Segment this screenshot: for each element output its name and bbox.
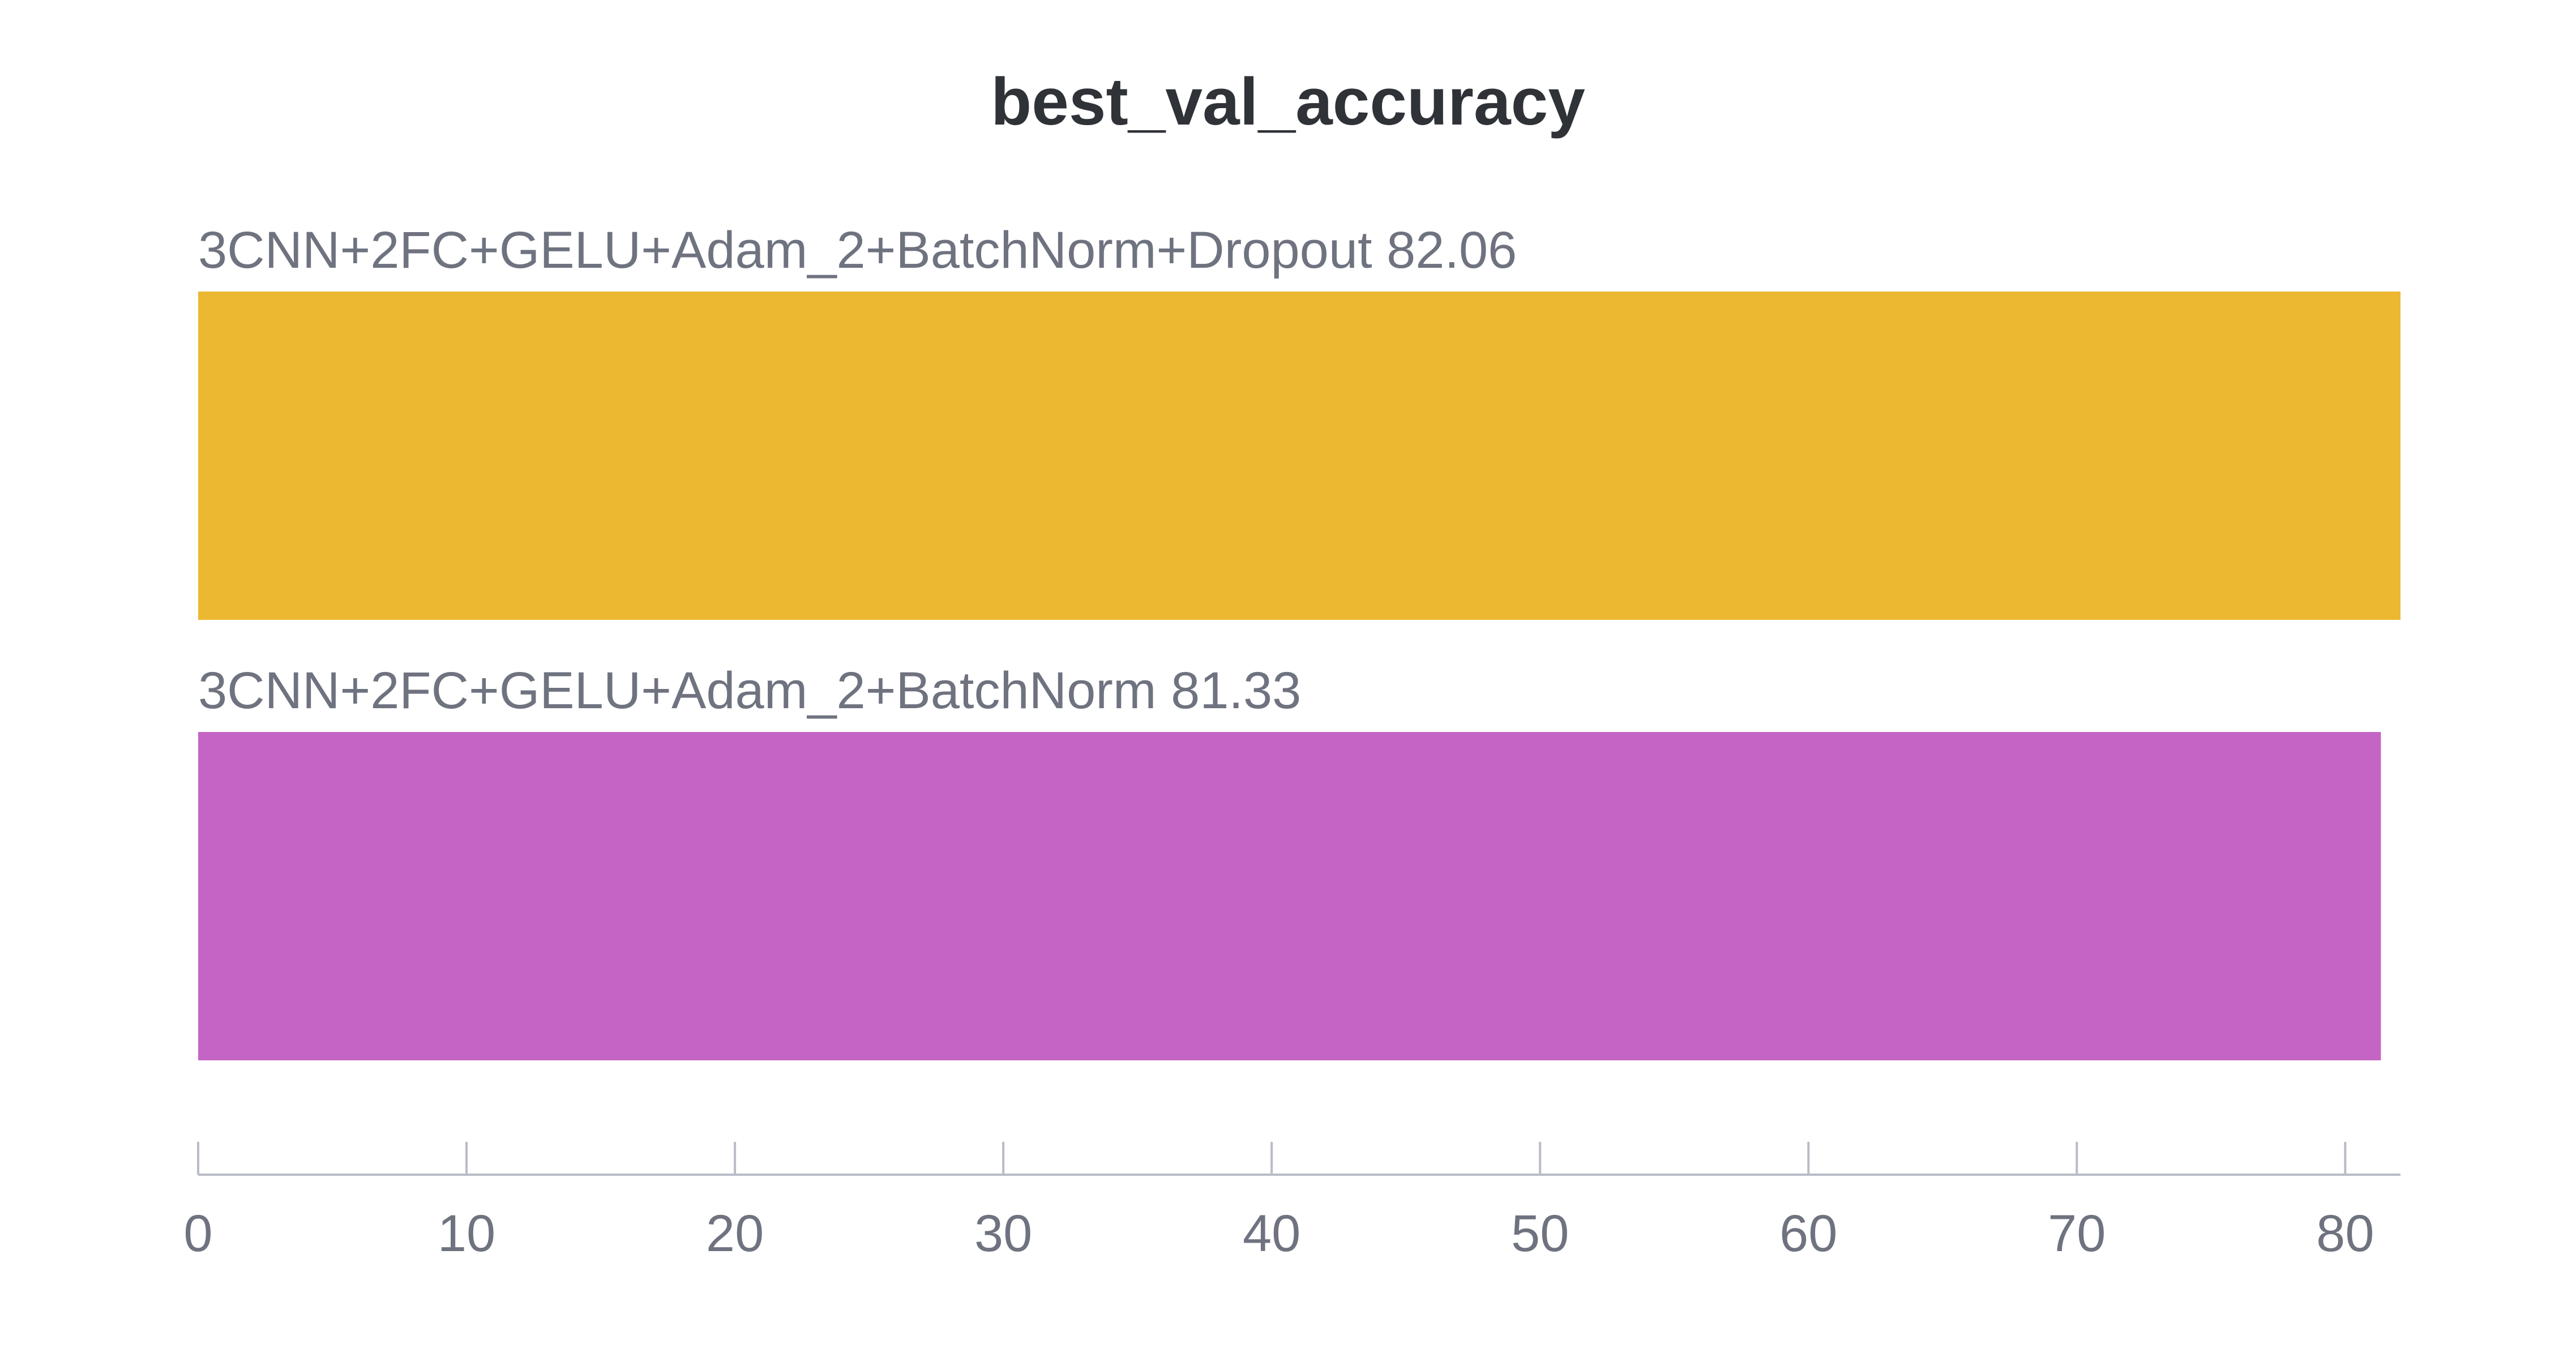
x-axis-tick-label: 10 <box>438 1205 495 1262</box>
x-axis-tick-label: 60 <box>1779 1205 1837 1262</box>
x-axis-tick-label: 80 <box>2316 1205 2374 1262</box>
x-axis-tick-label: 0 <box>183 1205 212 1262</box>
x-axis-tick-label: 40 <box>1243 1205 1300 1262</box>
x-axis-tick-label: 20 <box>706 1205 764 1262</box>
chart-title: best_val_accuracy <box>991 65 1585 139</box>
x-axis: 0 10 20 30 40 50 60 70 80 <box>183 1142 2400 1262</box>
bars-group: 3CNN+2FC+GELU+Adam_2+BatchNorm+Dropout 8… <box>198 221 2400 1060</box>
bar-label: 3CNN+2FC+GELU+Adam_2+BatchNorm+Dropout 8… <box>198 221 1517 279</box>
bar[interactable] <box>198 292 2400 620</box>
x-axis-tick-label: 70 <box>2048 1205 2106 1262</box>
x-axis-tick-label: 30 <box>974 1205 1032 1262</box>
bar-label: 3CNN+2FC+GELU+Adam_2+BatchNorm 81.33 <box>198 662 1301 720</box>
x-axis-ticks: 0 10 20 30 40 50 60 70 80 <box>183 1142 2374 1262</box>
bar[interactable] <box>198 732 2381 1060</box>
x-axis-tick-label: 50 <box>1511 1205 1569 1262</box>
